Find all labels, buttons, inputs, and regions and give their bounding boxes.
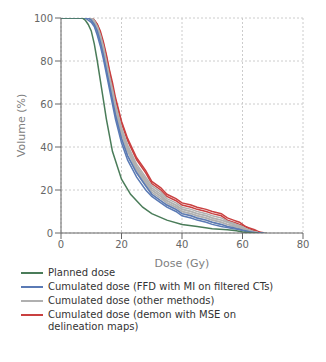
svg-text:Volume (%): Volume (%) (15, 94, 28, 157)
svg-text:0: 0 (47, 228, 53, 239)
html-text:Planned dose: Planned dose (48, 267, 116, 278)
html-text:Cumulated dose (other methods): Cumulated dose (other methods) (48, 295, 215, 306)
svg-text:80: 80 (297, 239, 310, 250)
svg-text:80: 80 (40, 56, 53, 67)
svg-text:20: 20 (115, 239, 128, 250)
svg-text:20: 20 (40, 185, 53, 196)
svg-text:Dose (Gy): Dose (Gy) (155, 257, 210, 270)
svg-text:0: 0 (58, 239, 64, 250)
svg-text:60: 60 (236, 239, 249, 250)
svg-text:100: 100 (34, 13, 53, 24)
svg-text:40: 40 (40, 142, 53, 153)
svg-text:60: 60 (40, 99, 53, 110)
html-text:Cumulated dose (demon with MSE: Cumulated dose (demon with MSE on deline… (48, 309, 236, 332)
svg-text:40: 40 (176, 239, 189, 250)
html-text:Cumulated dose (FFD with MI on: Cumulated dose (FFD with MI on filtered … (48, 281, 274, 292)
